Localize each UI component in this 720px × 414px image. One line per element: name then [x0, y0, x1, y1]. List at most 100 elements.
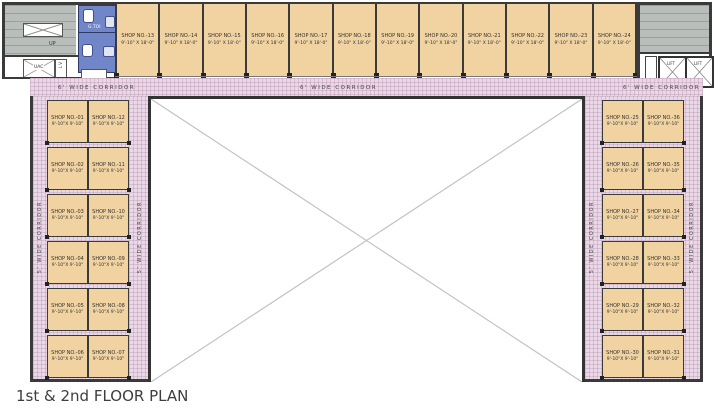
shop-row: SHOP NO.-06 9'-10"X 9'-10" SHOP NO.-07 9… [45, 335, 131, 380]
central-atrium [148, 96, 585, 382]
shop-size-label: 9'-10"X 9'-10" [51, 310, 84, 316]
shop-number-label: SHOP NO.-04 [51, 255, 84, 262]
lv-label: L V [58, 62, 63, 69]
uac-label: UAC [33, 65, 45, 70]
shop-number-label: SHOP NO.-11 [92, 161, 125, 168]
shop-size-label: 9'-10"X 9'-10" [647, 216, 680, 222]
shop-size-label: 9'-10"X 9'-10" [647, 310, 680, 316]
shop-unit: SHOP NO.-16 9'-10" X 18'-0" [243, 4, 289, 79]
atrium-cross-lines-icon [151, 99, 582, 382]
top-corridor: 6' WIDE CORRIDOR 6' WIDE CORRIDOR 6' WID… [30, 78, 703, 96]
shop-size-label: 9'-10"X 9'-10" [647, 122, 680, 128]
shop-number-label: SHOP NO.-15 [207, 33, 241, 40]
shop-number-label: SHOP NO.-01 [51, 114, 84, 121]
shop-size-label: 9'-10" X 18'-0" [467, 40, 501, 46]
shop-size-label: 9'-10"X 9'-10" [606, 216, 639, 222]
shop-number-label: SHOP NO.-36 [647, 114, 680, 121]
left-shops-grid: SHOP NO.-01 9'-10"X 9'-10" SHOP NO.-12 9… [45, 100, 131, 380]
shop-unit: SHOP NO.-34 9'-10"X 9'-10" [642, 195, 683, 236]
staircase-left: UP [5, 5, 76, 57]
staircase-right [640, 5, 709, 52]
shop-number-label: SHOP NO.-28 [606, 255, 639, 262]
outer-wall-top [2, 2, 712, 5]
shop-size-label: 9'-10" X 18'-0" [511, 40, 545, 46]
shop-number-label: SHOP NO.-10 [92, 208, 125, 215]
right-wing-east-corridor-label: 5' WIDE CORRIDOR [689, 201, 695, 274]
right-wing-west-corridor-label: 5' WIDE CORRIDOR [589, 201, 595, 274]
wall-left-of-right-stair [637, 4, 640, 86]
shop-unit: SHOP NO.-18 9'-10" X 18'-0" [330, 4, 375, 79]
shop-size-label: 9'-10"X 9'-10" [92, 169, 125, 175]
shop-row: SHOP NO.-28 9'-10"X 9'-10" SHOP NO.-33 9… [600, 241, 686, 286]
shop-size-label: 9'-10"X 9'-10" [647, 263, 680, 269]
shop-unit: SHOP NO.-17 9'-10" X 18'-0" [287, 4, 332, 79]
shop-size-label: 9'-10" X 18'-0" [207, 40, 241, 46]
shop-number-label: SHOP NO.-29 [606, 302, 639, 309]
shop-unit: SHOP NO.-09 9'-10"X 9'-10" [87, 242, 128, 283]
shop-unit: SHOP NO.-15 9'-10" X 18'-0" [200, 4, 245, 79]
shop-unit: SHOP NO.-04 9'-10"X 9'-10" [48, 242, 87, 283]
shop-number-label: SHOP NO.-22 [511, 33, 544, 40]
shop-size-label: 9'-10" X 18'-0" [381, 40, 415, 46]
shop-number-label: SHOP NO.-17 [294, 33, 328, 40]
shop-unit: SHOP NO.-27 9'-10"X 9'-10" [603, 195, 642, 236]
shop-number-label: SHOP NO.-27 [606, 208, 639, 215]
toilet-fixture-icon [83, 9, 94, 23]
shop-size-label: 9'-10"X 9'-10" [51, 357, 84, 363]
shop-size-label: 9'-10"X 9'-10" [647, 169, 680, 175]
wall-under-right-stair [640, 52, 712, 54]
shop-row: SHOP NO.-27 9'-10"X 9'-10" SHOP NO.-34 9… [600, 194, 686, 239]
shop-unit: SHOP NO.-03 9'-10"X 9'-10" [48, 195, 87, 236]
left-wing-west-corridor-label: 5' WIDE CORRIDOR [37, 201, 43, 274]
shop-row: SHOP NO.-30 9'-10"X 9'-10" SHOP NO.-31 9… [600, 335, 686, 380]
shop-size-label: 9'-10"X 9'-10" [92, 263, 125, 269]
lift-label: LIFT [667, 61, 676, 66]
shop-number-label: SHOP NO.-05 [51, 302, 84, 309]
shop-row: SHOP NO.-25 9'-10"X 9'-10" SHOP NO.-36 9… [600, 100, 686, 145]
shop-size-label: 9'-10"X 9'-10" [51, 216, 84, 222]
shop-number-label: SHOP NO.-20 [424, 33, 458, 40]
shop-unit: SHOP NO.-23 9'-10" X 18'-0" [547, 4, 592, 79]
shop-unit: SHOP NO.-01 9'-10"X 9'-10" [48, 101, 87, 142]
shop-size-label: 9'-10"X 9'-10" [606, 310, 639, 316]
top-shops-front-line [115, 76, 637, 77]
shop-number-label: SHOP NO.-07 [92, 349, 125, 356]
shop-number-label: SHOP NO.-34 [647, 208, 680, 215]
shop-unit: SHOP NO.-31 9'-10"X 9'-10" [642, 336, 683, 377]
shop-size-label: 9'-10" X 18'-0" [337, 40, 371, 46]
shop-number-label: SHOP NO.-23 [554, 33, 588, 40]
toilet-fixture-icon [82, 44, 93, 57]
shop-number-label: SHOP NO.-08 [92, 302, 125, 309]
shop-unit: SHOP NO.-05 9'-10"X 9'-10" [48, 289, 87, 330]
shop-number-label: SHOP NO.-16 [251, 33, 284, 40]
shop-unit: SHOP NO.-19 9'-10" X 18'-0" [373, 4, 419, 79]
right-shops-grid: SHOP NO.-25 9'-10"X 9'-10" SHOP NO.-36 9… [600, 100, 686, 380]
shop-number-label: SHOP NO.-26 [606, 161, 639, 168]
shop-unit: SHOP NO.-32 9'-10"X 9'-10" [642, 289, 683, 330]
shop-size-label: 9'-10"X 9'-10" [51, 169, 84, 175]
shop-number-label: SHOP NO.-32 [647, 302, 680, 309]
shop-number-label: SHOP NO.-06 [51, 349, 84, 356]
shop-number-label: SHOP NO.-03 [51, 208, 84, 215]
shop-size-label: 9'-10"X 9'-10" [606, 169, 639, 175]
toilet-divider-wall [79, 32, 116, 33]
shop-size-label: 9'-10"X 9'-10" [606, 122, 639, 128]
shop-unit: SHOP NO.-22 9'-10" X 18'-0" [503, 4, 549, 79]
shop-number-label: SHOP NO.-19 [381, 33, 414, 40]
shop-unit: SHOP NO.-07 9'-10"X 9'-10" [87, 336, 128, 377]
shop-number-label: SHOP NO.-25 [606, 114, 639, 121]
shop-number-label: SHOP NO.-35 [647, 161, 680, 168]
shop-number-label: SHOP NO.-12 [92, 114, 125, 121]
shop-unit: SHOP NO.-10 9'-10"X 9'-10" [87, 195, 128, 236]
shop-unit: SHOP NO.-21 9'-10" X 18'-0" [460, 4, 505, 79]
shop-unit: SHOP NO.-33 9'-10"X 9'-10" [642, 242, 683, 283]
shop-number-label: SHOP NO.-18 [337, 33, 371, 40]
shop-size-label: 9'-10"X 9'-10" [51, 263, 84, 269]
top-shops-row: SHOP NO.-13 9'-10" X 18'-0" SHOP NO.-14 … [113, 4, 639, 79]
shop-row: SHOP NO.-01 9'-10"X 9'-10" SHOP NO.-12 9… [45, 100, 131, 145]
shop-unit: SHOP NO.-24 9'-10" X 18'-0" [590, 4, 639, 79]
shop-number-label: SHOP NO.-02 [51, 161, 84, 168]
shop-number-label: SHOP NO.-13 [121, 33, 155, 40]
shop-size-label: 9'-10" X 18'-0" [164, 40, 198, 46]
